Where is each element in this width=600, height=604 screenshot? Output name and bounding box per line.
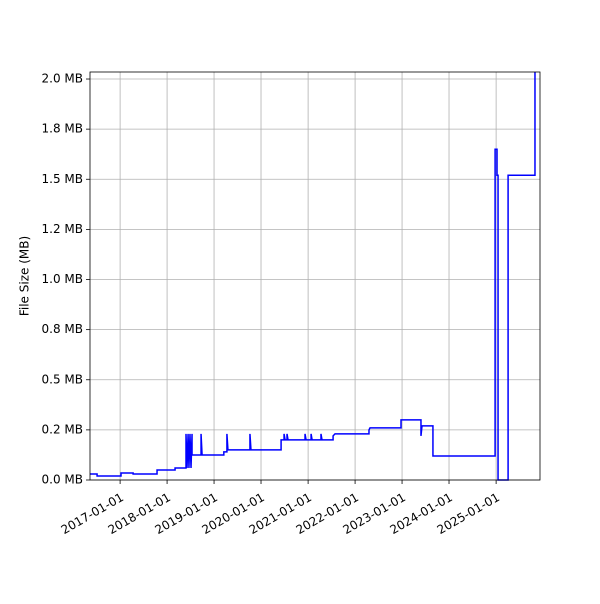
y-tick-label: 0.8 MB <box>42 322 83 336</box>
plot-frame <box>89 71 541 481</box>
y-tick-label: 1.5 MB <box>42 172 83 186</box>
y-tick-label: 2.0 MB <box>42 72 83 86</box>
y-tick-label: 0.0 MB <box>42 473 83 487</box>
y-axis-label: File Size (MB) <box>18 236 32 316</box>
y-tick-label: 0.2 MB <box>42 422 83 436</box>
y-tick-label: 1.0 MB <box>42 272 83 286</box>
y-tick-label: 1.8 MB <box>42 122 83 136</box>
data-line <box>90 72 536 481</box>
y-tick-label: 0.5 MB <box>42 372 83 386</box>
y-tick-label: 1.2 MB <box>42 222 83 236</box>
